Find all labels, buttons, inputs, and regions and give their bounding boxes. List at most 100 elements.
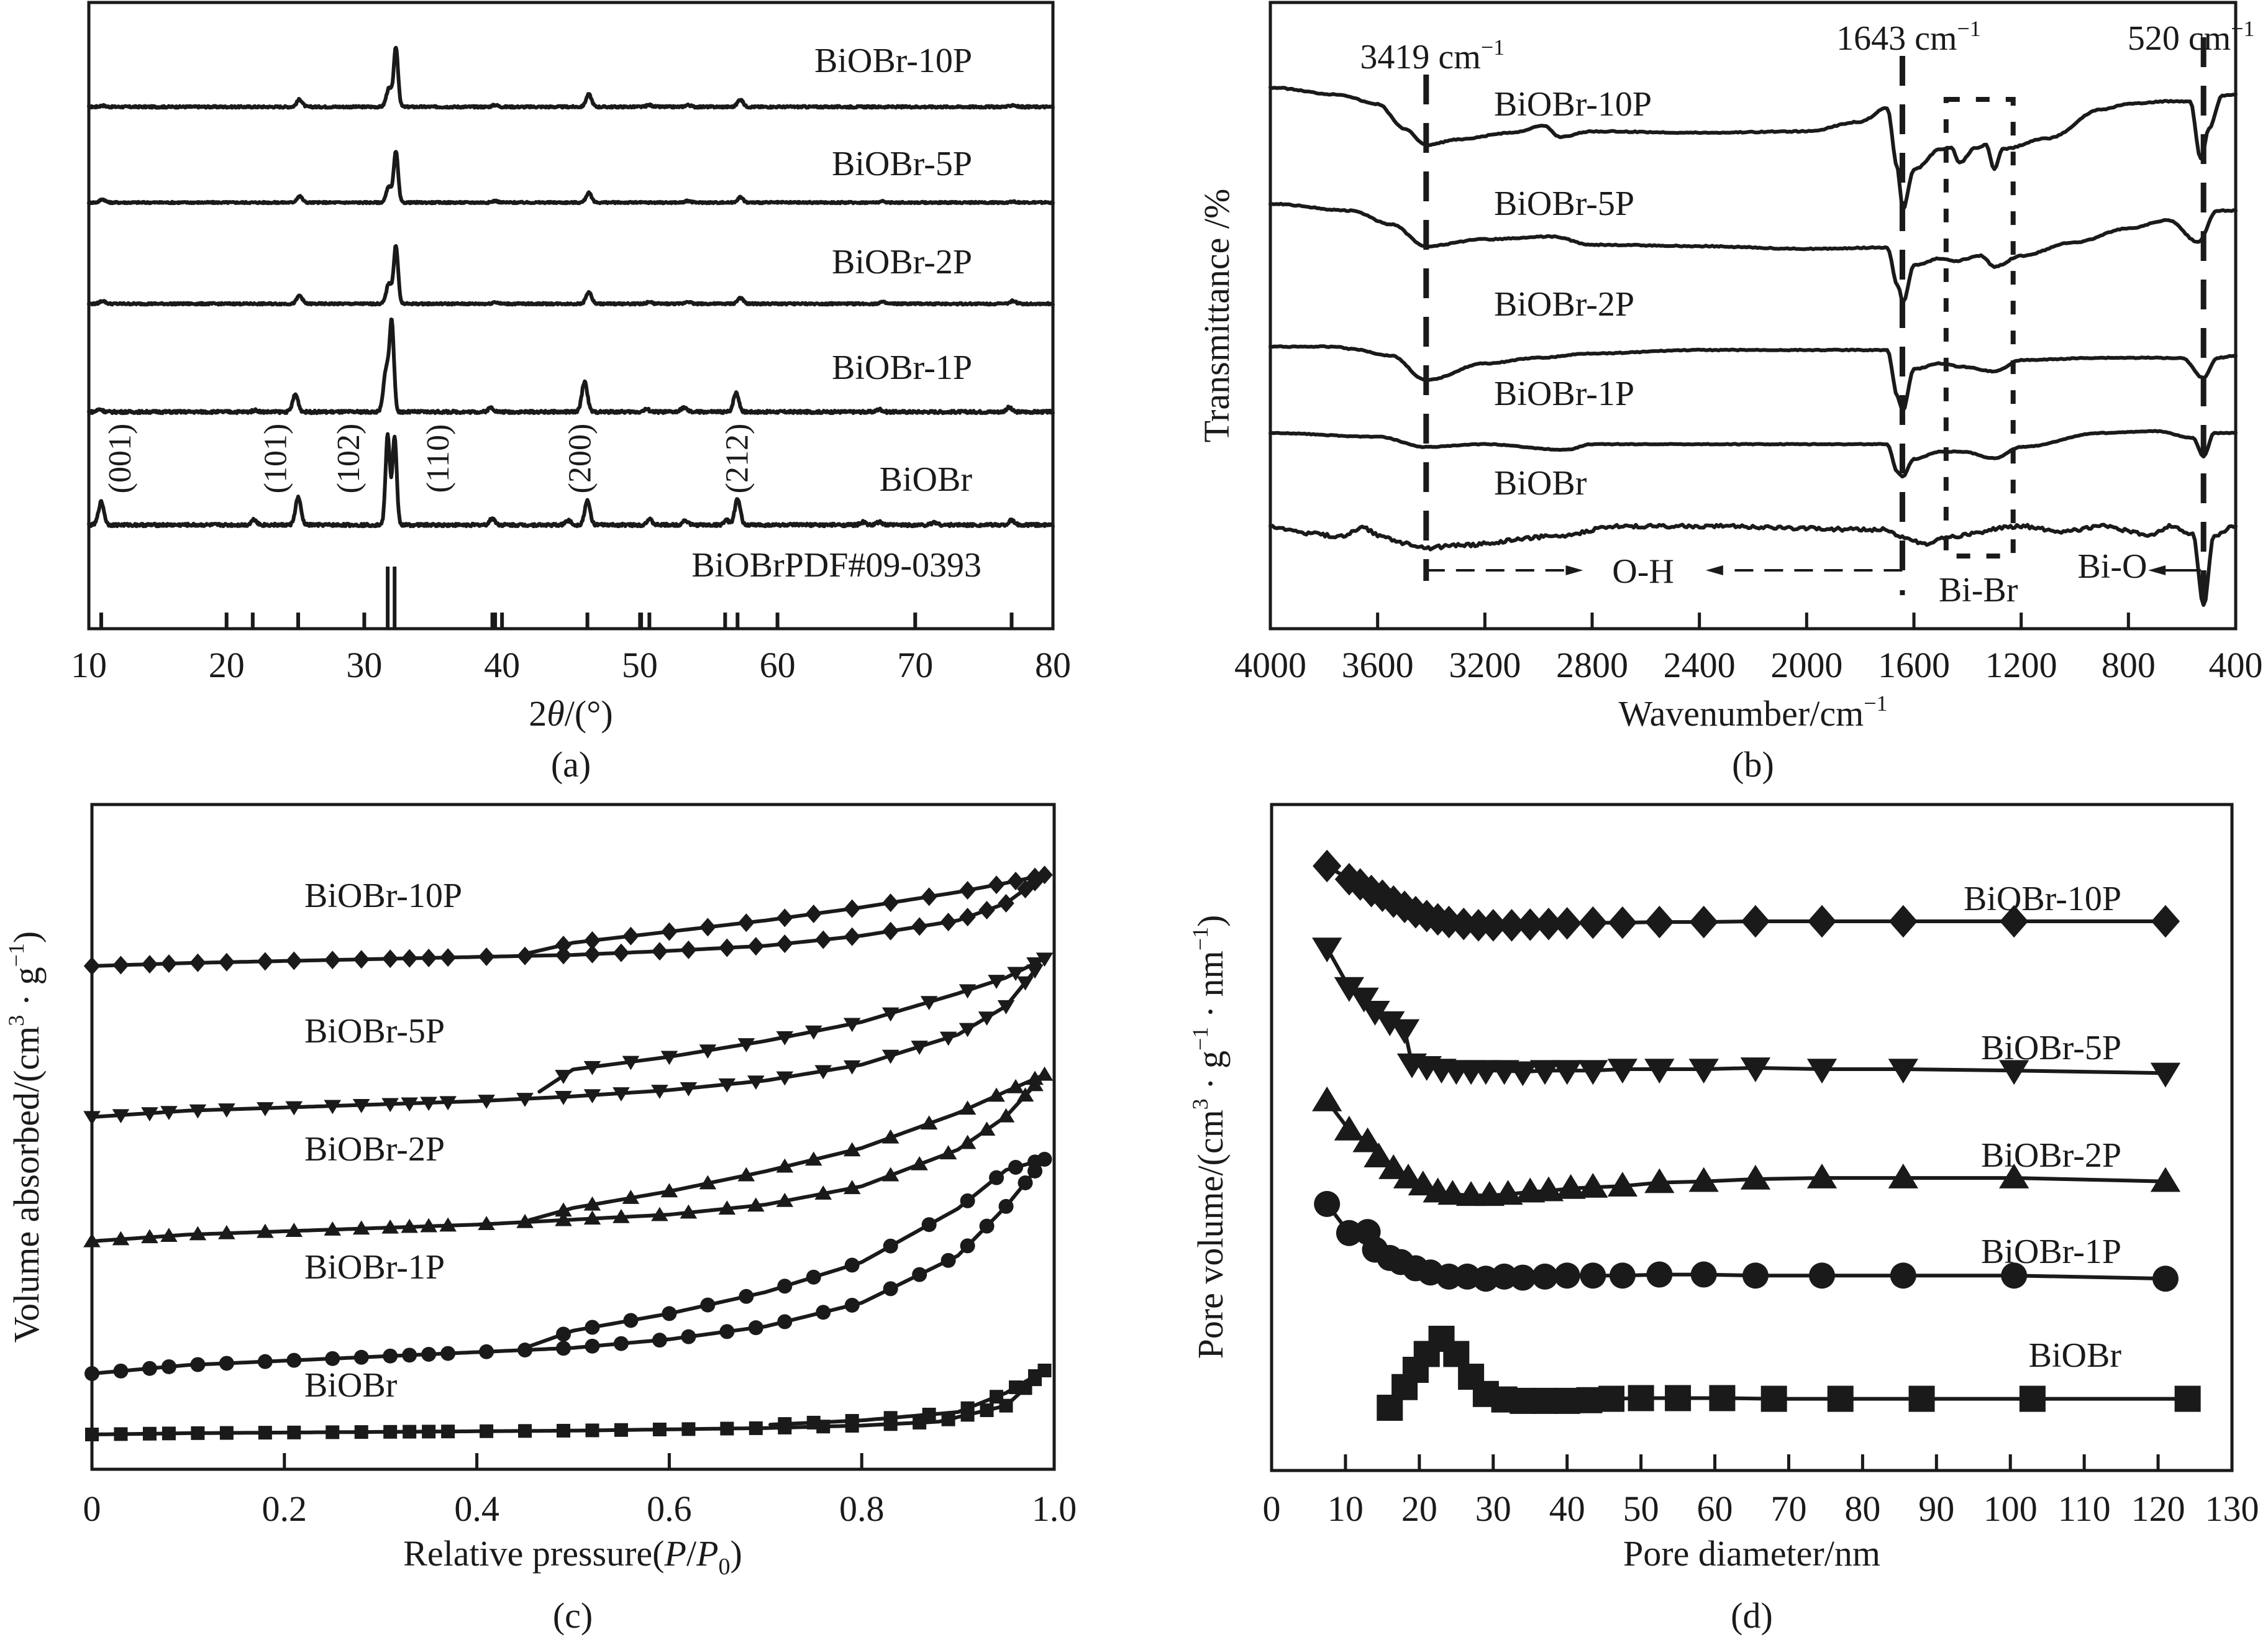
panel-c-marker-biobr-2p [112,1231,130,1246]
panel-b-x-tick-label: 1200 [1985,645,2057,685]
panel-b-x-axis-label: Wavenumber/cm−1 [1618,691,1887,734]
panel-c-x-axis-label: Relative pressure(P/P0) [403,1533,742,1580]
panel-c-marker-biobr-1p [440,1346,456,1361]
panel-c-marker-biobr-2p [285,1223,303,1237]
panel-d-marker-biobr-1p [1436,1263,1462,1290]
panel-b-region-label-oh: O-H [1612,552,1674,591]
panel-c-marker-biobr-2p [583,1196,601,1211]
panel-c-marker-biobr-5p [218,1103,235,1118]
panel-d-marker-biobr [1827,1385,1854,1412]
panel-c-marker-biobr-10p [381,949,399,969]
panel-c-marker-biobr-2p [555,1211,572,1226]
panel-c-marker-biobr-5p [160,1106,178,1121]
panel-b-arrowhead [2148,565,2166,575]
panel-c-marker-biobr-5p [401,1097,418,1112]
panel-a-curves [87,45,1055,529]
panel-c-marker-biobr-1p [383,1348,398,1364]
panel-b-guide-lines [1423,37,2207,612]
panel-a-reference-label: BiOBrPDF#09-0393 [691,546,981,585]
panel-c-marker-biobr [845,1414,859,1428]
panel-b-bi-br-box [1943,97,2016,559]
panel-c-marker-biobr-5p [285,1101,303,1116]
panel-c-marker-biobr-5p [478,1095,495,1109]
panel-c-marker-biobr-1p [921,1217,937,1233]
panel-c-marker-biobr [326,1425,340,1439]
panel-d-marker-biobr [1628,1385,1654,1411]
panel-c-marker-biobr [990,1390,1004,1404]
panel-b-y-axis-label: Transmittance /% [1196,189,1237,443]
panel-c-marker-biobr-10p [805,905,822,924]
panel-c-xlabel-p: P [664,1533,686,1574]
panel-c-marker-biobr-5p [1026,964,1044,979]
panel-d-pore-distribution: 0 10 20 30 40 50 60 70 80 90 100 110 120 130 BiOBr-10… [1188,803,2259,1636]
panel-c-marker-biobr [960,1401,975,1415]
panel-d-marker-biobr-2p [1312,1086,1342,1111]
panel-c-marker-biobr-1p [739,1288,754,1304]
panel-c-marker-biobr-2p [843,1180,861,1195]
panel-c-marker-biobr-5p [737,1038,755,1052]
panel-c-marker-biobr-5p [978,1011,996,1026]
panel-c-ylabel-close: ) [6,931,47,943]
panel-c-marker-biobr-1p [989,1170,1004,1185]
panel-c-marker-biobr [614,1423,628,1437]
panel-c-series-labels: BiOBr-10P BiOBr-5P BiOBr-2P BiOBr-1P BiOBr [304,877,462,1405]
panel-c-marker-biobr-1p [1018,1175,1033,1190]
panel-c-marker-biobr-10p [218,952,235,972]
panel-a-curve-biobr-10p [87,45,1055,110]
panel-c-marker-biobr-5p [583,1060,601,1075]
panel-c-ylabel-mid: · g [6,967,47,1015]
panel-d-marker-biobr-2p [1555,1174,1586,1199]
panel-c-x-tick-label: 0.6 [647,1489,692,1529]
panel-d-x-tick-label: 10 [1328,1489,1364,1529]
panel-d-marker-biobr-5p [1389,1019,1420,1044]
panel-d-marker-biobr-1p [1314,1191,1341,1217]
panel-c-marker-biobr-2p [680,1204,698,1219]
panel-c-marker-biobr-10p [286,951,303,970]
panel-c-marker-biobr-10p [815,930,832,949]
panel-d-marker-biobr-10p [1552,906,1582,940]
panel-c-marker-biobr [85,1428,99,1441]
panel-c-marker-biobr-10p [1026,867,1044,887]
panel-a-curve-biobr [87,432,1055,529]
panel-c-y-axis-label: Volume absorbed/(cm3 · g−1) [4,931,47,1343]
panel-d-ylabel-mid2: · nm [1190,951,1231,1026]
panel-c-marker-biobr-10p [651,942,668,961]
panel-c-marker-biobr-2p [218,1224,235,1239]
panel-b-peak-annotations: 3419 cm−1 1643 cm−1 520 cm−1 [1360,16,2254,76]
panel-c-marker-biobr-1p [113,1363,129,1379]
panel-c-marker-biobr [403,1425,417,1439]
panel-c-marker-biobr-1p [517,1343,533,1358]
panel-a-x-ticks [87,613,1055,629]
panel-c-marker-biobr [1009,1380,1023,1395]
panel-d-marker-biobr [1532,1387,1559,1414]
panel-d-x-tick-labels: 0 10 20 30 40 50 60 70 80 90 100 110 120 130 [1263,1489,2259,1529]
panel-c-marker-biobr-2p [401,1218,418,1233]
panel-c-xlabel-main: Relative pressure( [403,1533,664,1574]
panel-b-series-labels: BiOBr-10P BiOBr-5P BiOBr-2P BiOBr-1P BiOBr [1494,85,1652,503]
panel-d-marker-biobr-10p [1516,908,1545,941]
panel-d-x-tick-label: 0 [1263,1489,1281,1529]
panel-a-hkl-label: (001) [102,424,138,494]
panel-d-marker-biobr-5p [1578,1060,1608,1085]
panel-a-series-labels: BiOBr-10P BiOBr-5P BiOBr-2P BiOBr-1P BiOBr [814,42,972,499]
panel-b-x-tick-label: 3200 [1449,645,1521,685]
panel-c-marker-biobr-2p [189,1226,207,1241]
panel-a-curve-biobr-5p [87,150,1055,206]
panel-c-marker-biobr-2p [988,1087,1005,1102]
panel-d-marker-biobr-10p [1888,905,1918,938]
panel-c-marker-biobr-5p [959,984,977,999]
panel-c-marker-biobr-1p [681,1329,696,1344]
panel-d-marker-biobr [1760,1385,1787,1412]
panel-c-marker-biobr [142,1426,157,1441]
panel-c-marker-biobr-2p [939,1145,957,1160]
panel-c-ylabel-sup2: −1 [4,943,29,967]
panel-d-marker-biobr-2p [1999,1163,2029,1188]
panel-d-marker-biobr-2p [1364,1142,1394,1168]
panel-c-marker-biobr-2p [1026,1070,1044,1085]
panel-b-series-label: BiOBr-1P [1494,375,1634,413]
panel-c-label: (c) [553,1595,593,1636]
panel-c-marker-biobr-10p [882,921,899,941]
panel-b-curves [1268,85,2238,607]
panel-c-x-tick-label: 0 [83,1489,101,1529]
panel-c-marker-biobr-1p [960,1238,975,1254]
